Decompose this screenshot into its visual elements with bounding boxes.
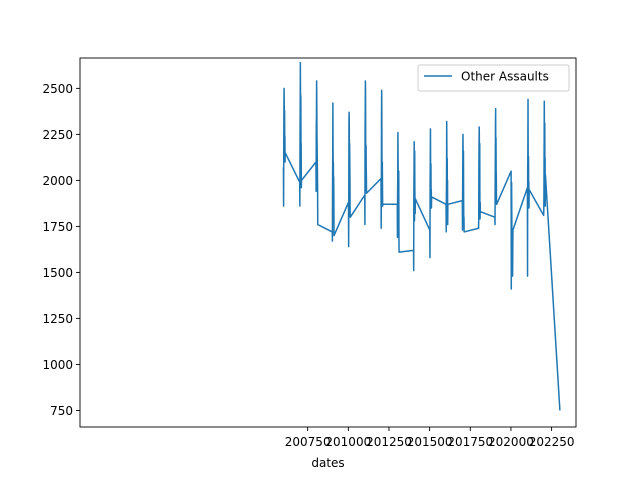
x-tick-label: 201000: [325, 435, 371, 449]
y-tick-label: 1750: [42, 220, 73, 234]
x-axis-label: dates: [311, 456, 344, 470]
x-tick-label: 200750: [285, 435, 331, 449]
legend-label: Other Assaults: [461, 70, 549, 84]
plot-area: [282, 61, 561, 411]
y-tick-label: 2500: [42, 82, 73, 96]
y-axis-ticks: 750 1000 1250 1500 1750 2000 2250 2500: [42, 82, 80, 418]
y-tick-label: 2000: [42, 174, 73, 188]
x-tick-label: 201500: [407, 435, 453, 449]
y-tick-label: 1250: [42, 312, 73, 326]
series-line-0: [282, 61, 561, 411]
x-tick-label: 202250: [529, 435, 575, 449]
x-tick-label: 202000: [488, 435, 534, 449]
axes-frame: [79, 57, 577, 428]
legend: Other Assaults: [417, 64, 570, 92]
y-tick-label: 2250: [42, 128, 73, 142]
y-tick-label: 1000: [42, 358, 73, 372]
x-tick-label: 201750: [447, 435, 493, 449]
legend-box: [417, 64, 570, 92]
x-tick-label: 201250: [366, 435, 412, 449]
x-axis-ticks: 2007502010002012502015002017502020002022…: [285, 427, 575, 449]
y-tick-label: 1500: [42, 266, 73, 280]
y-tick-label: 750: [50, 404, 73, 418]
